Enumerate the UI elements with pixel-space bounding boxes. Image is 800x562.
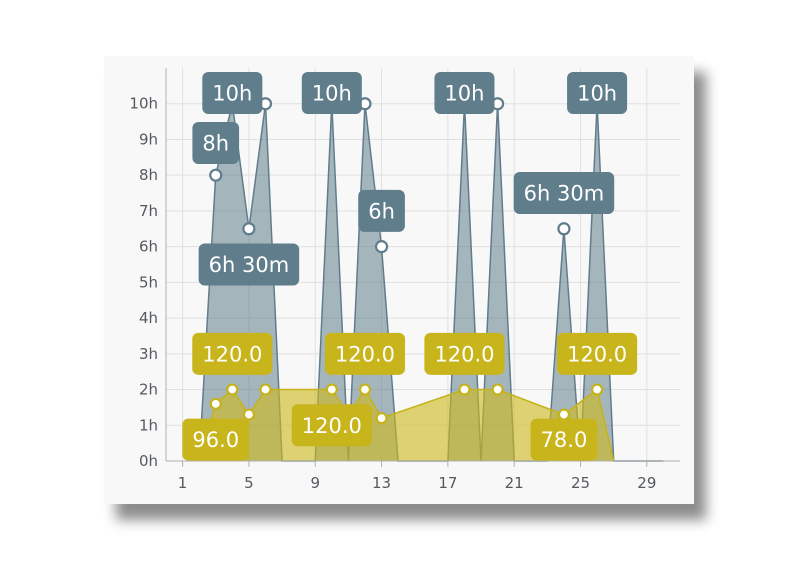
rating-point: [226, 383, 239, 396]
y-tick-label: 6h: [139, 238, 158, 256]
y-tick-label: 9h: [139, 130, 158, 148]
sleep-point: [242, 222, 256, 236]
rating-label-text: 120.0: [335, 342, 395, 366]
x-tick-label: 21: [505, 474, 524, 492]
rating-point: [358, 383, 372, 396]
rating-label: 78.0: [530, 418, 598, 461]
rating-point: [242, 408, 256, 421]
chart-card: 0h 1h 2h 3h 4h 5h 6h 7h 8h 9h 10h 1 5 9 13 17 21 25 29 10h…: [104, 56, 694, 504]
sleep-point: [209, 168, 223, 182]
sleep-label-box: [513, 172, 615, 215]
sleep-chart: 0h 1h 2h 3h 4h 5h 6h 7h 8h 9h 10h 1 5 9 13 17 21 25 29 10h…: [129, 68, 680, 492]
rating-label: 120.0: [557, 332, 638, 375]
y-tick-label: 4h: [139, 309, 158, 327]
y-tick-label: 7h: [139, 202, 158, 220]
rating-point: [325, 383, 338, 396]
rating-label: 120.0: [424, 332, 505, 375]
sleep-label: 10h: [202, 72, 263, 115]
sleep-label: 10h: [567, 72, 628, 115]
sleep-label-text: 10h: [444, 82, 484, 106]
rating-label-box: [324, 332, 406, 375]
rating-point: [375, 412, 388, 425]
sleep-point: [374, 240, 389, 254]
sleep-label-text: 10h: [212, 82, 252, 106]
x-tick-label: 9: [310, 474, 320, 492]
x-tick-label: 5: [244, 474, 254, 492]
sleep-label-text: 6h 30m: [524, 182, 605, 206]
rating-label: 120.0: [192, 332, 273, 375]
rating-point: [259, 383, 272, 396]
rating-label-box: [530, 418, 598, 461]
y-tick-label: 10h: [129, 95, 158, 113]
sleep-label: 10h: [301, 72, 362, 115]
x-tick-label: 13: [372, 474, 391, 492]
sleep-label-box: [434, 72, 495, 115]
sleep-label-text: 10h: [577, 82, 617, 106]
axes: 0h 1h 2h 3h 4h 5h 6h 7h 8h 9h 10h 1 5 9 13 17 21 25 29: [129, 68, 680, 492]
rating-point: [491, 383, 504, 396]
rating-point: [458, 383, 471, 396]
rating-label-box: [291, 404, 372, 447]
sleep-label-box: [198, 243, 300, 286]
x-tick-label: 1: [178, 474, 188, 492]
sleep-label: 6h 30m: [513, 172, 615, 215]
x-tick-label: 25: [571, 474, 590, 492]
y-tick-label: 3h: [139, 345, 158, 363]
rating-label-box: [182, 418, 250, 461]
rating-label-text: 120.0: [567, 342, 627, 366]
rating-label-box: [192, 332, 273, 375]
sleep-label-box: [202, 72, 263, 115]
rating-label-text: 78.0: [541, 428, 588, 452]
series-markers: [209, 97, 604, 425]
sleep-point: [557, 222, 571, 236]
y-tick-label: 1h: [139, 416, 158, 434]
data-labels: 10h 8h 6h 30m 10h 6h 10h 6h 30m 10h 120.0 96.0 120…: [182, 72, 638, 461]
x-tick-label: 29: [637, 474, 656, 492]
sleep-label-text: 10h: [312, 82, 352, 106]
y-tick-label: 8h: [139, 166, 158, 184]
rating-label-text: 120.0: [302, 414, 362, 438]
rating-point: [557, 408, 571, 421]
rating-point: [209, 397, 222, 410]
sleep-label: 6h: [358, 189, 405, 232]
rating-label: 120.0: [324, 332, 406, 375]
sleep-label-box: [358, 189, 405, 232]
rating-label: 120.0: [291, 404, 372, 447]
sleep-label-box: [301, 72, 362, 115]
rating-label-text: 96.0: [192, 428, 239, 452]
y-tick-label: 2h: [139, 381, 158, 399]
rating-label-text: 120.0: [434, 342, 494, 366]
rating-label-box: [424, 332, 505, 375]
rating-point: [590, 383, 604, 396]
rating-label-box: [557, 332, 638, 375]
x-tick-label: 17: [438, 474, 457, 492]
sleep-label-box: [567, 72, 628, 115]
sleep-label-text: 8h: [202, 132, 229, 156]
sleep-label: 10h: [434, 72, 495, 115]
sleep-label-text: 6h: [368, 199, 395, 223]
sleep-label: 6h 30m: [198, 243, 300, 286]
sleep-label: 8h: [192, 122, 240, 165]
rating-label: 96.0: [182, 418, 250, 461]
y-tick-label: 5h: [139, 273, 158, 291]
y-tick-label: 0h: [139, 452, 158, 470]
rating-label-text: 120.0: [202, 342, 262, 366]
sleep-label-text: 6h 30m: [209, 253, 290, 277]
sleep-label-box: [192, 122, 240, 165]
